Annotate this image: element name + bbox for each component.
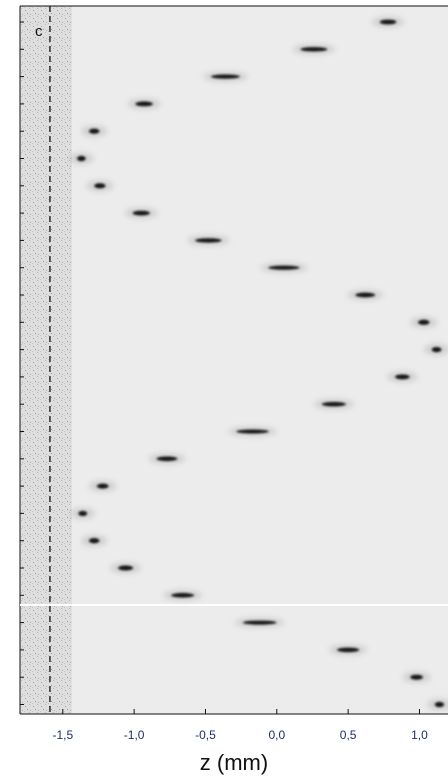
spot	[171, 593, 195, 598]
spot	[268, 265, 300, 270]
x-tick-label: 1,0	[411, 728, 428, 742]
spot	[94, 183, 106, 189]
spot	[434, 701, 445, 708]
x-axis-tick-labels: -1,5 -1,0 -0,5 0,0 0,5 1,0	[52, 728, 428, 742]
spot	[211, 74, 240, 79]
spot	[242, 620, 277, 625]
spot	[236, 429, 269, 434]
spot-trajectory	[69, 16, 448, 711]
spot	[337, 647, 360, 653]
spot	[355, 292, 376, 298]
spot	[410, 674, 423, 680]
frame-ticks	[20, 21, 24, 705]
x-tick-label: -1,5	[52, 728, 73, 742]
x-axis-title: z (mm)	[200, 750, 268, 775]
spot	[395, 374, 410, 380]
x-tick-label: 0,5	[340, 728, 357, 742]
spot	[379, 19, 397, 25]
x-tick-label: -1,0	[124, 728, 145, 742]
spot	[195, 238, 222, 243]
spot	[78, 510, 88, 516]
noise-strip	[20, 6, 72, 714]
spot	[77, 155, 86, 162]
spot	[96, 483, 109, 489]
spot	[135, 101, 153, 107]
spot	[118, 565, 133, 571]
spot	[418, 319, 430, 325]
x-axis-ticks	[62, 709, 420, 714]
spot	[321, 401, 346, 407]
x-tick-label: -0,5	[195, 728, 216, 742]
spot	[431, 347, 442, 353]
image-panel	[20, 6, 448, 714]
spot	[300, 47, 328, 52]
spot	[132, 210, 150, 216]
x-tick-label: 0,0	[268, 728, 285, 742]
spot	[88, 128, 100, 134]
spot	[88, 538, 100, 544]
spot	[156, 456, 178, 462]
panel-label: c	[35, 23, 43, 40]
